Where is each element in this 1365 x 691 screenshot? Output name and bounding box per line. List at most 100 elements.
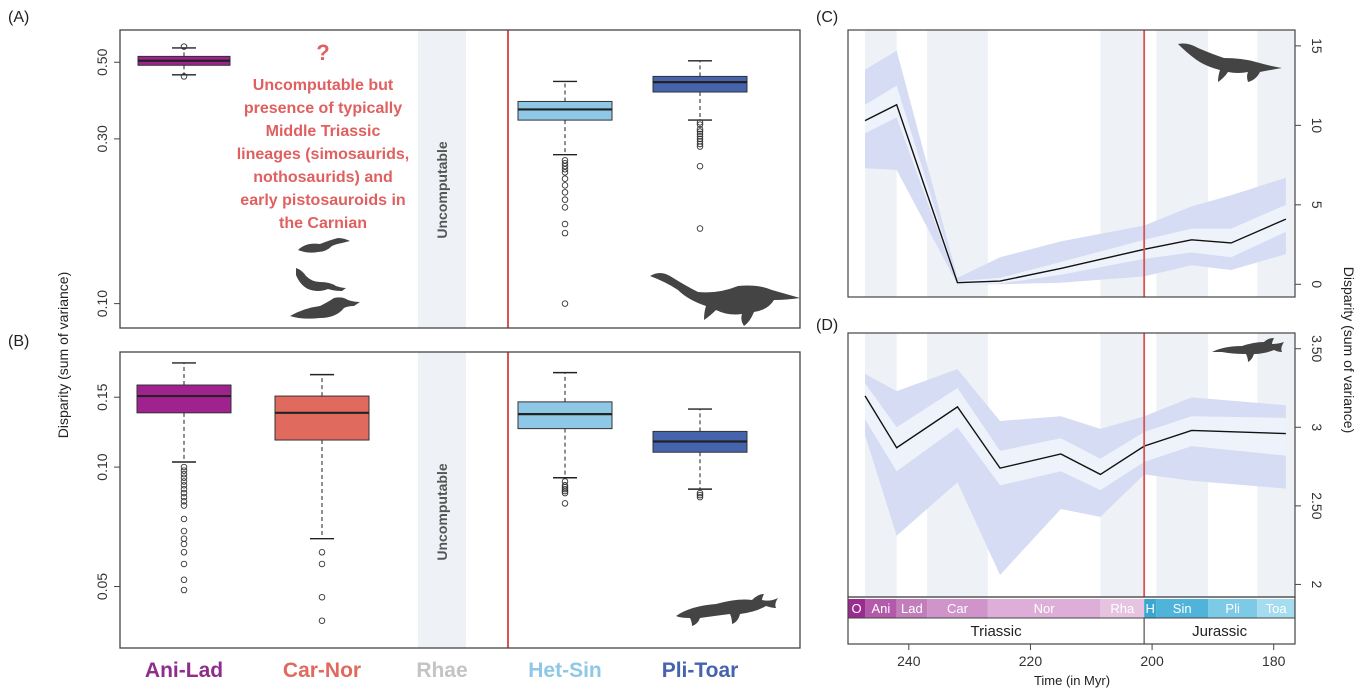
outlier-point: [180, 498, 188, 505]
outlier-point: [180, 586, 188, 594]
stage-cell: [848, 599, 866, 618]
y-tick-label: 3.50: [1309, 335, 1325, 362]
outlier-point: [180, 474, 188, 481]
outlier-point: [318, 560, 326, 568]
plesiosaur-silhouette-icon: [650, 273, 800, 326]
outlier-point: [180, 43, 188, 50]
y-tick-label: 0.10: [94, 453, 110, 480]
outlier-point: [318, 593, 326, 601]
stage-label: Rha: [1110, 601, 1135, 616]
outlier-point: [561, 489, 569, 497]
x-tick-label: 200: [1140, 653, 1164, 669]
outlier-point: [180, 515, 188, 523]
outlier-point: [561, 204, 569, 211]
plot-frame-a: [119, 29, 801, 329]
annotation-line: the Carnian: [279, 215, 367, 232]
timescale-frame: [847, 596, 1296, 645]
outlier-point: [561, 300, 569, 307]
outlier-point: [561, 189, 569, 196]
outlier-point: [696, 162, 704, 170]
outlier-point: [180, 481, 188, 489]
panel-label-a: (A): [8, 9, 29, 26]
outlier-point: [180, 470, 188, 478]
stage-label: H: [1146, 601, 1155, 616]
box-ani-lad: [137, 43, 231, 80]
x-tick-label: 240: [897, 653, 921, 669]
plot-frame-b: [119, 351, 801, 649]
outlier-point: [696, 133, 704, 140]
outlier-point: [696, 143, 704, 150]
outlier-point: [180, 576, 188, 584]
panel-b: Uncomputable 0.15 0.10 0.05: [94, 351, 801, 649]
outlier-point: [561, 175, 569, 182]
y-tick-label: 0.15: [94, 383, 110, 410]
outlier-point: [561, 182, 569, 189]
outlier-point: [696, 130, 704, 138]
uncomputable-label-b: Uncomputable: [434, 463, 450, 560]
panel-c: 0 5 10 15: [847, 29, 1325, 298]
stage-label: O: [851, 601, 861, 616]
stage-label: Pli: [1225, 601, 1240, 616]
box-body: [517, 401, 613, 430]
stage-cell: [865, 599, 897, 618]
panel-label-d: (D): [816, 317, 838, 334]
uncomputable-label-a: Uncomputable: [434, 141, 450, 238]
box-body: [136, 384, 232, 414]
category-label-ani-lad: Ani-Lad: [145, 659, 223, 682]
y-tick-label: 0.05: [94, 573, 110, 600]
y-tick-label: 2.50: [1309, 492, 1325, 519]
box-body: [517, 100, 613, 121]
geologic-timescale: O Ani Lad Car Nor Rha H Sin Pli Toa Triassic Jurass…: [847, 596, 1296, 669]
outlier-point: [696, 128, 704, 135]
question-mark: ?: [316, 40, 329, 65]
outlier-point: [561, 162, 569, 170]
outlier-point: [561, 229, 569, 237]
outlier-point: [696, 121, 704, 128]
annotation-line: Middle Triassic: [266, 123, 381, 140]
outlier-point: [696, 225, 704, 232]
box-ani-lad: [136, 362, 232, 594]
y-tick-label: 3: [1309, 423, 1325, 431]
box-pli-toar: [652, 408, 748, 501]
y-tick-label: 0: [1309, 280, 1325, 288]
y-tick-label: 2: [1309, 581, 1325, 589]
era-label: Triassic: [971, 623, 1023, 640]
era-cell: [1143, 617, 1296, 645]
rhae-shade-b: [418, 352, 466, 648]
disparity-line: [864, 395, 1286, 476]
outlier-point: [180, 478, 188, 485]
y-tick-label: 15: [1309, 38, 1325, 54]
panel-d: 2 2.50 3 3.50 O Ani Lad Car Nor Rha H Sin Pli Toa Tria…: [847, 332, 1325, 669]
confidence-band-outer: [865, 50, 1286, 285]
box-body: [652, 75, 748, 93]
outlier-point: [561, 485, 569, 493]
stage-cell: [987, 599, 1101, 618]
outlier-point: [561, 220, 569, 228]
outlier-point: [180, 560, 188, 568]
y-tick-label: 0.30: [94, 125, 110, 152]
outlier-point: [696, 125, 704, 133]
stage-label: Sin: [1173, 601, 1192, 616]
annotation-text: Uncomputable but presence of typically Mid…: [237, 77, 410, 232]
left-y-axis-title: Disparity (sum of variance): [55, 272, 71, 439]
stage-label: Ani: [871, 601, 890, 616]
box-car-nor: [274, 373, 370, 624]
plot-frame: [847, 29, 1296, 298]
y-tick-label: 0.50: [94, 48, 110, 75]
category-label-car-nor: Car-Nor: [283, 659, 361, 682]
outlier-point: [180, 489, 188, 497]
outlier-point: [696, 491, 704, 499]
stage-label: Nor: [1034, 601, 1056, 616]
outlier-point: [561, 165, 569, 173]
outlier-point: [696, 493, 704, 501]
outlier-point: [180, 540, 188, 548]
plesiosaur-silhouette-icon-c: [1178, 43, 1282, 82]
category-labels: Ani-Lad Car-Nor Rhae Het-Sin Pli-Toar: [145, 659, 738, 682]
outlier-point: [180, 493, 188, 501]
annotation-line: presence of typically: [244, 100, 402, 117]
outlier-point: [180, 502, 188, 509]
ichthyosaur-silhouette-icon-d: [1212, 338, 1284, 362]
outlier-point: [180, 549, 188, 556]
category-label-rhae: Rhae: [416, 659, 467, 682]
